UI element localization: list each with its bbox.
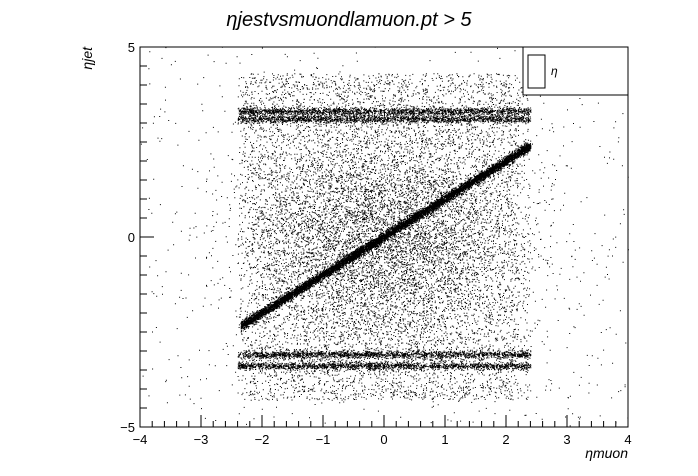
y-axis-label: ηjet xyxy=(79,46,95,70)
y-tick-label: −5 xyxy=(120,420,135,435)
y-tick-label: 0 xyxy=(128,230,135,245)
x-tick-label: 1 xyxy=(441,432,448,447)
x-tick-label: −3 xyxy=(194,432,209,447)
x-tick-label: 0 xyxy=(380,432,387,447)
x-tick-label: 3 xyxy=(563,432,570,447)
x-tick-label: −1 xyxy=(316,432,331,447)
x-tick-label: −2 xyxy=(255,432,270,447)
legend-swatch xyxy=(528,55,545,88)
y-tick-label: 5 xyxy=(128,40,135,55)
legend-label: η xyxy=(551,64,558,78)
legend: η xyxy=(523,47,628,95)
x-tick-label: 2 xyxy=(502,432,509,447)
x-axis-label: ηmuon xyxy=(585,445,628,461)
chart-title: ηjestvsmuondlamuon.pt > 5 xyxy=(226,9,472,31)
